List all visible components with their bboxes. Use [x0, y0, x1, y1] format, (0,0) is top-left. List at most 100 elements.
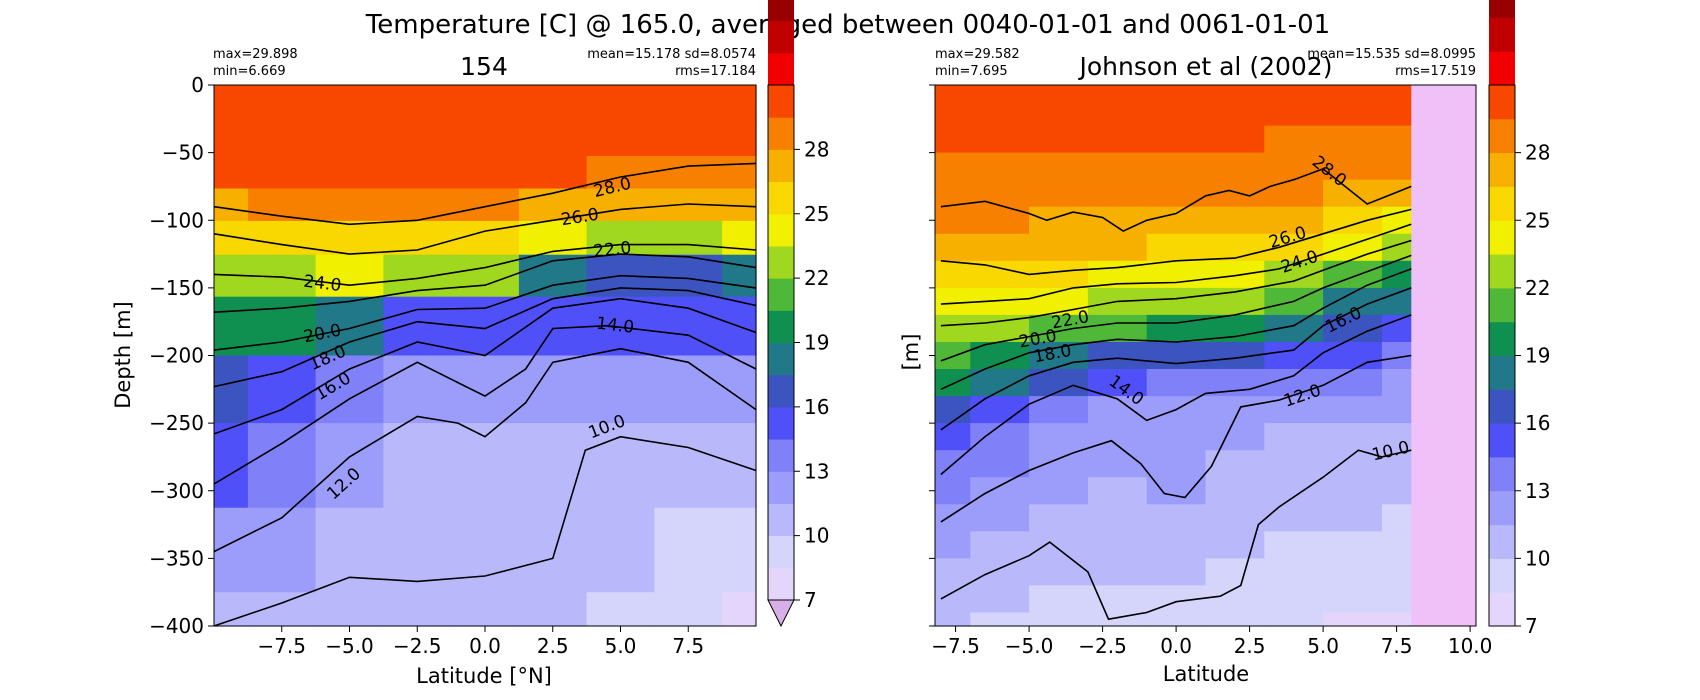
heatmap-cell	[1205, 558, 1265, 586]
heatmap-cell	[722, 85, 757, 100]
heatmap-cell	[1146, 314, 1207, 343]
heatmap-cell	[451, 98, 520, 127]
heatmap-cell	[722, 254, 757, 298]
heatmap-cell	[518, 592, 588, 627]
colorbar-tick-label: 19	[1525, 344, 1550, 368]
heatmap-cell	[315, 125, 384, 157]
heatmap-cell	[1087, 314, 1148, 343]
colorbar-band	[768, 52, 794, 86]
heatmap-cell	[214, 125, 249, 157]
heatmap-cell	[935, 314, 971, 343]
heatmap-cell	[214, 85, 249, 100]
heatmap-cell	[1264, 477, 1324, 505]
colorbar-tick-label: 22	[1525, 276, 1550, 300]
heatmap-cell	[315, 296, 384, 357]
heatmap-cell	[1146, 342, 1207, 370]
heatmap-cell	[1381, 314, 1412, 343]
heatmap-cell	[1264, 260, 1324, 289]
heatmap-cell	[1029, 423, 1089, 451]
colorbar-model: 7 10 13 16 19 22 25 28	[767, 0, 829, 628]
heatmap-cell	[247, 156, 317, 190]
y-tick-label: −400	[149, 614, 204, 638]
heatmap-cell	[315, 85, 384, 100]
heatmap-cell	[586, 188, 655, 222]
heatmap-cell	[518, 156, 588, 190]
heatmap-cell	[970, 531, 1030, 559]
heatmap-cell	[1146, 287, 1207, 316]
contour-line	[940, 268, 1412, 391]
x-tick-label: −5.0	[1005, 634, 1054, 658]
contour-line	[940, 239, 1412, 327]
heatmap-cell	[1029, 233, 1089, 262]
heatmap-cell	[970, 585, 1030, 614]
contour-line	[940, 287, 1412, 431]
y-tick-label: −200	[149, 344, 204, 368]
heatmap-cell	[722, 592, 757, 627]
heatmap-cell	[586, 98, 655, 127]
panel-title: 154	[460, 52, 508, 81]
heatmap-cell	[518, 125, 588, 157]
heatmap-cell	[1264, 152, 1324, 181]
colorbar-tick-label: 16	[1525, 411, 1550, 435]
heatmap-cell	[1381, 98, 1412, 127]
heatmap-cell	[518, 254, 588, 298]
heatmap-cell	[935, 396, 971, 424]
heatmap-cell	[935, 612, 971, 627]
heatmap-cell	[1205, 85, 1265, 100]
heatmap-cell	[1087, 450, 1148, 478]
heatmap-cell	[1323, 612, 1383, 627]
heatmap-nan-region	[1411, 85, 1476, 626]
heatmap-cell	[1205, 98, 1265, 127]
colorbar-band	[1489, 355, 1515, 390]
heatmap-cell	[935, 504, 971, 532]
y-tick-label: −100	[149, 208, 204, 232]
heatmap-cell	[1029, 477, 1089, 505]
heatmap-cell	[1205, 423, 1265, 451]
heatmap-cell	[970, 179, 1030, 208]
colorbar-band	[768, 117, 794, 150]
heatmap-cell	[214, 98, 249, 127]
y-tick-label: −300	[149, 479, 204, 503]
heatmap-cell	[970, 423, 1030, 451]
heatmap-cell	[1205, 585, 1265, 614]
heatmap-cell	[1029, 152, 1089, 181]
y-axis-ticks	[929, 84, 935, 627]
heatmap-cell	[1029, 287, 1089, 316]
heatmap-cell	[518, 355, 588, 424]
heatmap-cell	[1323, 233, 1383, 262]
heatmap-cell	[1029, 585, 1089, 614]
heatmap-cell	[654, 355, 723, 424]
heatmap-cell	[1146, 612, 1207, 627]
heatmap-cell	[1264, 125, 1324, 154]
x-tick-label: 7.5	[1381, 634, 1413, 658]
heatmap-cell	[1381, 531, 1412, 559]
heatmap-cell	[247, 98, 317, 127]
heatmap-cell	[315, 188, 384, 222]
heatmap-cell	[247, 423, 317, 509]
contour-line	[213, 324, 757, 485]
colorbar-tick-label: 16	[804, 395, 829, 419]
heatmap-cell	[970, 450, 1030, 478]
heatmap-cell	[1087, 558, 1148, 586]
heatmap-cell	[1029, 125, 1089, 154]
colorbar-band	[1489, 490, 1515, 526]
heatmap-cell	[1087, 612, 1148, 627]
heatmap-cell	[1205, 206, 1265, 235]
heatmap-cell	[315, 156, 384, 190]
contour-line	[213, 435, 757, 627]
heatmap-cells	[935, 85, 1476, 627]
heatmap-cell	[451, 156, 520, 190]
heatmap-cell	[1381, 125, 1412, 154]
heatmap-cell	[315, 507, 384, 593]
colorbar-band	[768, 535, 794, 569]
heatmap-cell	[654, 220, 723, 256]
heatmap-cell	[451, 188, 520, 222]
heatmap-cell	[1146, 179, 1207, 208]
heatmap-cell	[315, 423, 384, 509]
contour-label: 24.0	[302, 272, 342, 296]
heatmap-cell	[1264, 423, 1324, 451]
heatmap-cell	[935, 98, 971, 127]
heatmap-cell	[1205, 450, 1265, 478]
heatmap-cell	[970, 260, 1030, 289]
contour-line	[940, 254, 1412, 362]
